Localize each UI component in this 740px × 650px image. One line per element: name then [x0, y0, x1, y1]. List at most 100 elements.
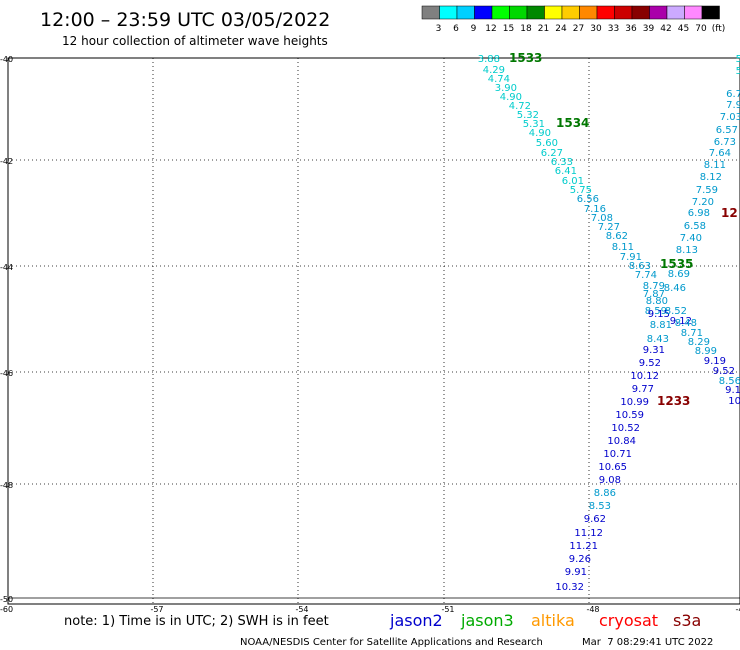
wave-height-label: 5.31 [523, 119, 545, 130]
wave-height-label: 8.62 [606, 231, 628, 242]
colorbar-swatch [666, 5, 685, 20]
wave-height-label: 9.77 [632, 384, 654, 395]
units-note: note: 1) Time is in UTC; 2) SWH is in fe… [64, 614, 329, 629]
wave-height-label: 8.46 [664, 283, 686, 294]
satellite-track-b: 55 6.77.97.03 6.576.737.648.118.12 7.597.20… [664, 54, 740, 407]
mission-legend-item: s3a [673, 611, 701, 630]
pass-time-label: 1533 [509, 51, 542, 65]
wave-height-label: 9.52 [713, 366, 735, 377]
colorbar-label: 9 [471, 24, 477, 34]
colorbar-label: 3 [436, 24, 442, 34]
colorbar-label: 36 [625, 24, 637, 34]
pass-time-label: 1535 [660, 257, 693, 271]
wave-height-label: 7.20 [692, 197, 714, 208]
wave-height-label: 6.56 [577, 194, 599, 205]
wave-height-label: 10.99 [620, 397, 649, 408]
latitude-label: -42 [0, 157, 13, 166]
wave-height-label: 7.27 [598, 222, 620, 233]
wave-height-label: 10.12 [630, 371, 659, 382]
wave-height-label: 9.08 [599, 475, 621, 486]
wave-height-label: 8.13 [676, 245, 698, 256]
wave-height-label: 4.74 [488, 74, 510, 85]
colorbar-swatch [561, 5, 580, 20]
wave-height-label: 7.9 [726, 100, 740, 111]
wave-height-label: 8.56 [719, 376, 740, 387]
pass-time-label: 1534 [556, 116, 589, 130]
colorbar-swatch [439, 5, 458, 20]
mission-legend-item: altika [531, 611, 575, 630]
pass-time-label: 1233 [657, 394, 690, 408]
longitude-label: -48 [586, 605, 599, 614]
pass-time-label: 12 [721, 206, 738, 220]
wave-height-label: 3.90 [495, 83, 517, 94]
latitude-label: -44 [0, 263, 13, 272]
longitude-label: -54 [295, 605, 308, 614]
latitude-labels: -40 -42 -44 -46 -48 -50 [0, 55, 13, 604]
wave-height-label: 8.29 [688, 337, 710, 348]
wave-height-label: 6.57 [716, 125, 738, 136]
wave-height-label: 5.75 [570, 185, 592, 196]
generated-timestamp: Mar 7 08:29:41 UTC 2022 [582, 637, 713, 648]
wave-height-label: 10.52 [611, 423, 640, 434]
colorbar-swatch [491, 5, 510, 20]
wave-height-label: 3.88 [478, 54, 500, 65]
wave-height-label: 8.81 [650, 320, 672, 331]
colorbar-swatch [579, 5, 598, 20]
latitude-label: -48 [0, 481, 13, 490]
wave-height-label: 9.52 [639, 358, 661, 369]
wave-height-label: 7.08 [591, 213, 613, 224]
wave-height-label: 4.90 [500, 92, 522, 103]
colorbar-swatch [509, 5, 528, 20]
wave-height-label: 8.59 [645, 306, 667, 317]
colorbar-label: 30 [590, 24, 602, 34]
wave-height-label: 9.31 [643, 345, 665, 356]
wave-height-label: 8.99 [695, 346, 717, 357]
colorbar-label: 15 [503, 24, 514, 34]
wave-height-label: 4.72 [509, 101, 531, 112]
wave-height-label: 8.79 [643, 281, 665, 292]
mission-legend-item: jason3 [460, 611, 514, 630]
wave-height-label: 6.58 [684, 221, 706, 232]
wave-height-label: 6.01 [562, 176, 584, 187]
satellite-track-a: 3.884.294.743.904.904.725.325.314.905.60… [478, 54, 672, 593]
wave-height-colorbar: 3 6 9 12 15 18 21 24 27 30 33 36 39 42 45 70 (ft) [421, 5, 725, 34]
wave-height-label: 9.12 [670, 316, 692, 327]
wave-height-label: 8.48 [675, 318, 697, 329]
wave-height-label: 8.53 [589, 501, 611, 512]
wave-height-label: 7.59 [696, 185, 718, 196]
wave-height-label: 8.86 [594, 488, 616, 499]
wave-height-label: 10.59 [615, 410, 644, 421]
wave-height-label: 8.80 [646, 296, 668, 307]
wave-height-label: 8.71 [681, 328, 703, 339]
longitude-label: -57 [150, 605, 163, 614]
wave-height-label: 6.27 [541, 148, 563, 159]
wave-height-label: 9.26 [569, 554, 591, 565]
wave-height-label: 4.90 [529, 128, 551, 139]
colorbar-swatch [649, 5, 668, 20]
wave-height-label: 10.84 [607, 436, 636, 447]
wave-height-label: 9.1 [725, 385, 740, 396]
wave-height-label: 7.03 [720, 112, 740, 123]
lat-lon-grid [8, 58, 740, 604]
wave-height-label: 8.11 [612, 242, 634, 253]
colorbar-swatch [614, 5, 633, 20]
colorbar-swatch [631, 5, 650, 20]
wave-height-label: 6.98 [688, 208, 710, 219]
colorbar-label: 27 [573, 24, 584, 34]
wave-height-label: 5.60 [536, 138, 558, 149]
colorbar-swatch [596, 5, 615, 20]
wave-height-label: 8.69 [668, 269, 690, 280]
credit-line: NOAA/NESDIS Center for Satellite Applica… [240, 637, 543, 648]
colorbar-label: 24 [555, 24, 567, 34]
wave-height-label: 9.19 [704, 356, 726, 367]
wave-height-label: 5 [736, 54, 740, 65]
colorbar-label: 21 [538, 24, 549, 34]
colorbar-swatch [421, 5, 440, 20]
longitude-labels: -60 -57 -54 -51 -48 -45 [0, 605, 740, 614]
colorbar-label: 45 [678, 24, 689, 34]
colorbar-swatch [526, 5, 545, 20]
colorbar-swatch [544, 5, 563, 20]
wave-height-label: 9.62 [584, 514, 606, 525]
wave-height-label: 8.11 [704, 160, 726, 171]
